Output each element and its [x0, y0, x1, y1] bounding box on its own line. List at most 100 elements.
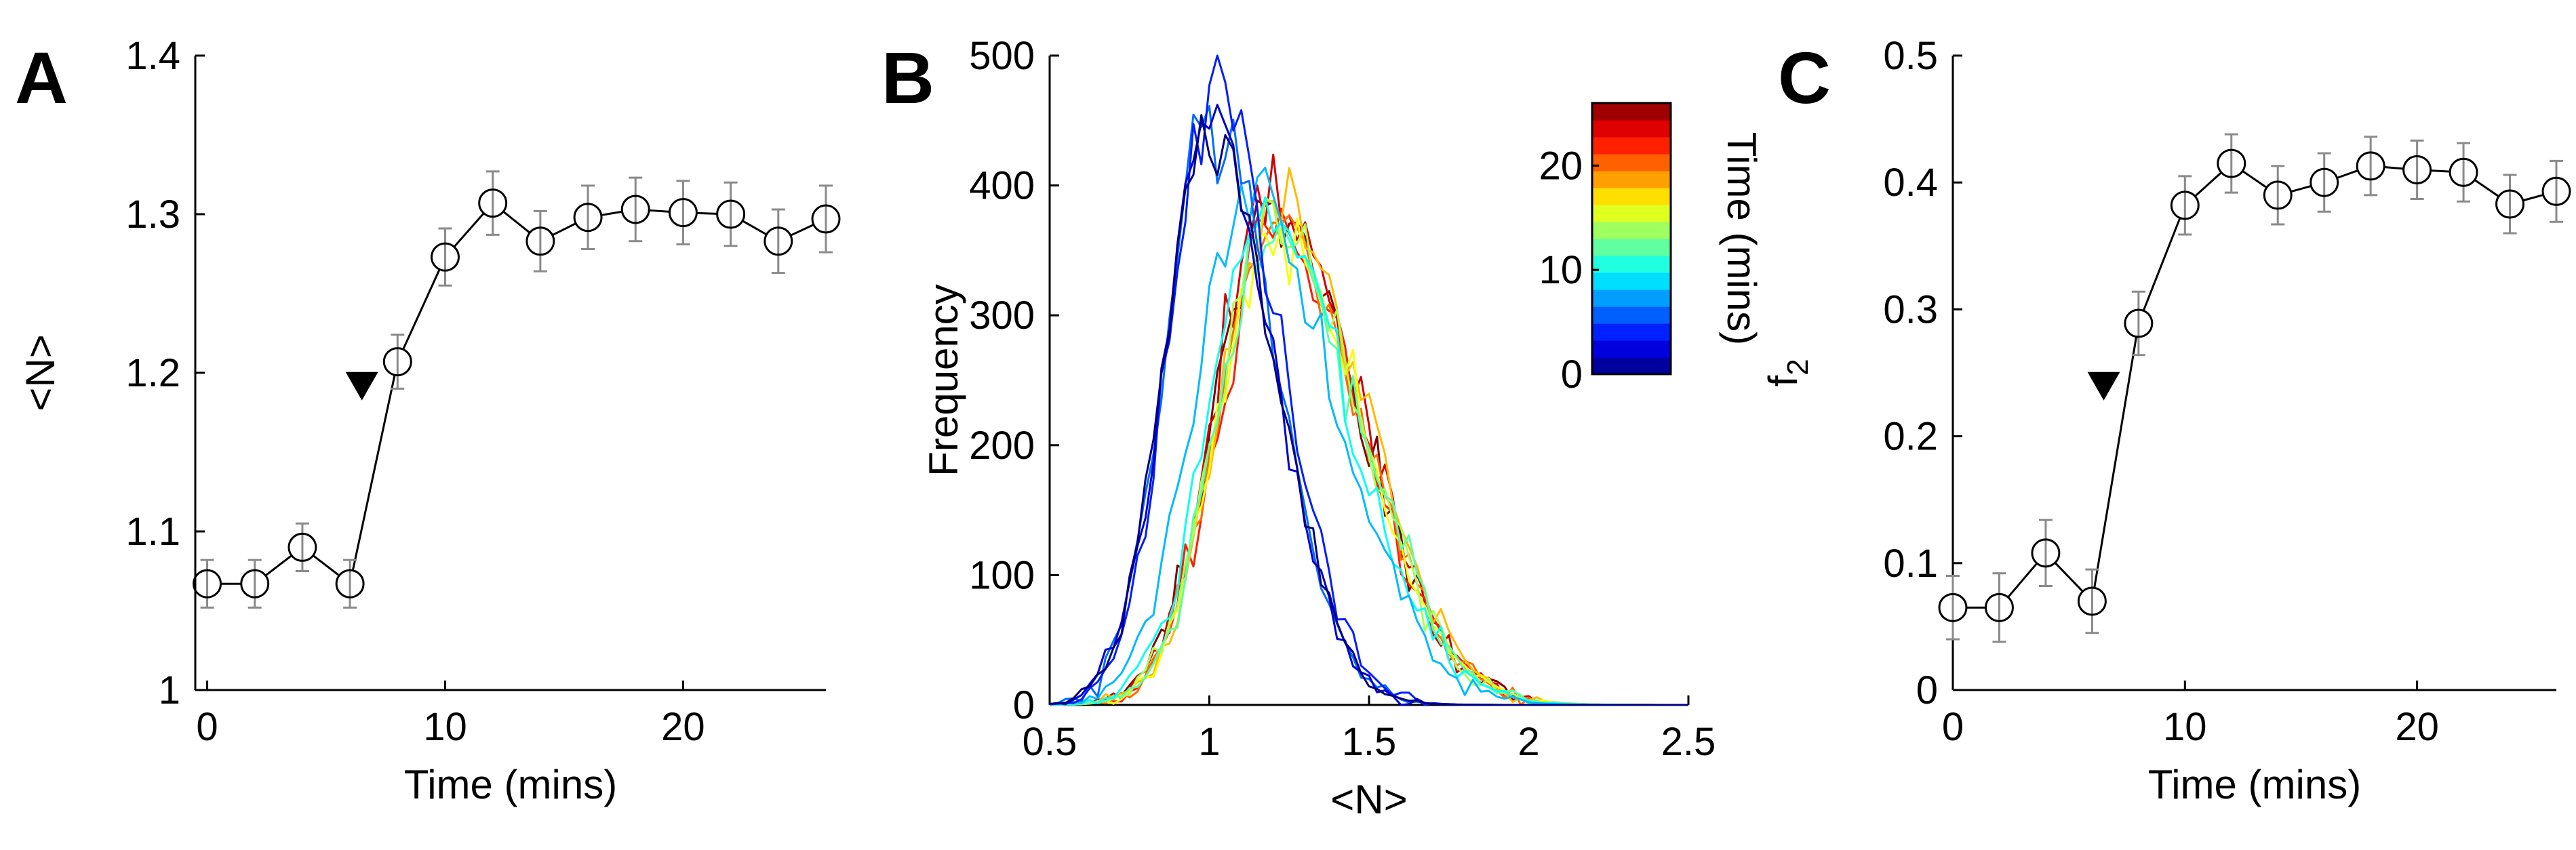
data-point: [811, 204, 841, 234]
error-bar: [2178, 175, 2192, 236]
data-point: [2124, 308, 2154, 338]
error-bar: [2038, 519, 2053, 587]
colorbar-step: [1592, 154, 1671, 171]
error-bar: [295, 522, 309, 572]
x-tick-label: 1: [1198, 720, 1220, 764]
x-tick-label: 20: [2395, 705, 2439, 749]
colorbar-step: [1592, 306, 1671, 324]
y-tick-label: 0.1: [1883, 542, 1938, 586]
y-tick-label: 1.2: [125, 351, 180, 395]
error-bar: [343, 559, 357, 609]
colorbar-tick-label: 0: [1561, 352, 1583, 397]
error-bar: [819, 184, 833, 254]
data-point: [2170, 190, 2200, 220]
panel-b: B0.5 1 1.5 2 2.50100200300400500<N>Frequency…: [881, 34, 1764, 822]
data-point: [2310, 167, 2339, 197]
y-tick-label: 0: [1013, 683, 1035, 727]
y-tick-label: 500: [969, 34, 1035, 78]
y-tick-label: 0.4: [1883, 161, 1938, 205]
x-tick-label: 0: [1942, 705, 1964, 749]
colorbar-step: [1592, 239, 1671, 256]
error-bar: [2364, 136, 2378, 197]
data-point: [2495, 189, 2525, 219]
error-bar: [2224, 133, 2238, 194]
y-tick-label: 0.2: [1883, 415, 1938, 459]
colorbar-title: Time (mins): [1719, 132, 1764, 345]
panel-letter: C: [1778, 37, 1831, 119]
error-bar: [2085, 568, 2099, 634]
y-tick-label: 100: [969, 553, 1035, 597]
series-segment: [402, 268, 441, 350]
data-point: [526, 226, 555, 256]
series-segment: [264, 554, 292, 577]
y-tick-label: 1.4: [125, 34, 180, 78]
error-bar: [581, 184, 595, 250]
data-point: [240, 569, 270, 599]
data-point: [2217, 148, 2246, 178]
series-segment: [2242, 170, 2267, 188]
data-point: [2077, 586, 2107, 616]
colorbar: 0 10 20 Time (mins): [1539, 102, 1764, 397]
error-bar: [391, 333, 405, 390]
series-segment: [2194, 171, 2222, 197]
error-bar: [2550, 159, 2563, 223]
y-tick-label: 1: [159, 668, 180, 712]
x-axis-title: Time (mins): [2148, 762, 2361, 807]
series-segment: [2383, 166, 2404, 170]
x-tick-label: 1.5: [1342, 720, 1397, 764]
colorbar-step: [1592, 188, 1671, 205]
colorbar-tick-label: 10: [1539, 248, 1583, 292]
data-point: [1938, 592, 1968, 622]
x-tick-label: 0: [196, 705, 218, 749]
colorbar-step: [1592, 323, 1671, 341]
panel-c: C 0 10 20 0 0.1 0.2 0.3 0.4 0.5 Time (mins) f2: [1760, 34, 2571, 807]
data-point: [2402, 155, 2432, 184]
series-segment: [351, 374, 396, 571]
y-tick-label: 0.5: [1883, 34, 1938, 78]
y-tick-label: 0: [1916, 668, 1938, 712]
data-point: [193, 569, 222, 599]
y-tick-label: 0.3: [1883, 287, 1938, 331]
data-point: [430, 242, 460, 272]
x-tick-label: 2.5: [1661, 720, 1716, 764]
y-tick-label: 300: [969, 294, 1035, 338]
stimulus-arrowhead: [2087, 371, 2120, 401]
colorbar-step: [1592, 205, 1671, 222]
series-segment: [2054, 562, 2084, 592]
histogram-line: [1049, 114, 1688, 706]
data-point: [2263, 180, 2293, 210]
series-segment: [2430, 169, 2451, 173]
error-bar: [1992, 572, 2006, 643]
error-bar: [533, 209, 547, 272]
series-segment: [2474, 179, 2499, 197]
colorbar-step: [1592, 137, 1671, 155]
x-axis-title: <N>: [1330, 777, 1407, 822]
series-segment: [649, 209, 670, 213]
colorbar-step: [1592, 357, 1671, 375]
panel-letter: B: [881, 37, 934, 119]
error-bar: [200, 559, 214, 609]
y-tick-label: 200: [969, 424, 1035, 468]
x-axis-title: Time (mins): [404, 762, 617, 807]
data-point: [2541, 176, 2571, 206]
colorbar-frame: [1591, 102, 1672, 376]
data-point: [620, 195, 650, 224]
data-point: [2449, 157, 2478, 187]
series-segment: [453, 212, 485, 248]
stimulus-arrowhead: [345, 371, 378, 401]
y-axis-title: f2: [1760, 359, 1815, 386]
colorbar-step: [1592, 171, 1671, 188]
error-bar: [2457, 142, 2471, 203]
error-bar: [2503, 174, 2517, 235]
error-bar: [486, 170, 500, 236]
data-point: [573, 203, 603, 232]
y-tick-label: 400: [969, 164, 1035, 208]
error-bar: [2131, 290, 2145, 357]
series-segment: [2093, 336, 2138, 588]
series-segment: [502, 210, 531, 234]
series-segment: [742, 220, 768, 236]
colorbar-step: [1592, 222, 1671, 239]
data-point: [668, 198, 698, 228]
series-segment: [312, 554, 340, 577]
error-bar: [2271, 165, 2285, 226]
